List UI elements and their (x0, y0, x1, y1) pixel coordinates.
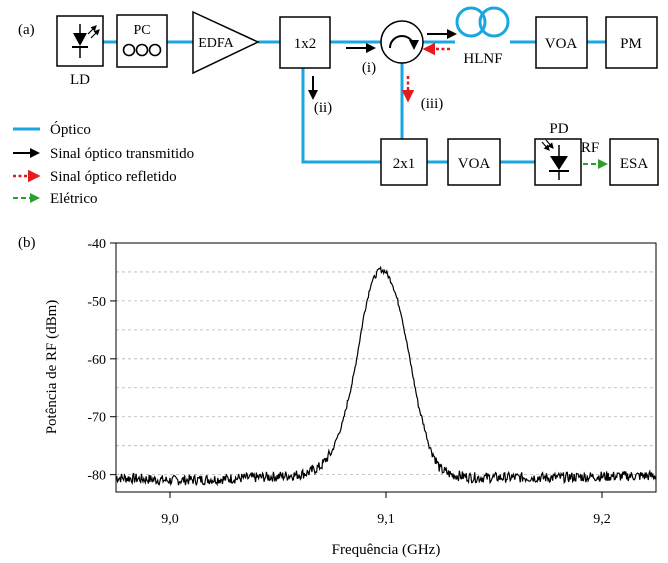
port-i-label: (i) (362, 60, 376, 76)
hlnf-label: HLNF (463, 51, 502, 67)
coupler-block: 2x1 (380, 138, 428, 186)
x-axis-title: Frequência (GHz) (332, 542, 441, 558)
hlnf-block: HLNF (455, 6, 510, 67)
panel-a-label: (a) (18, 22, 35, 38)
voa-top-label: VOA (545, 36, 578, 52)
optical-fibers (103, 40, 606, 164)
diode-icon (73, 33, 87, 46)
pm-label: PM (620, 36, 642, 52)
legend-label-transmitted: Sinal óptico transmitido (50, 146, 194, 162)
port-iii-label: (iii) (421, 96, 444, 112)
y-axis: -40 -50 -60 -70 -80 (87, 237, 116, 484)
y-tick-label: -40 (87, 237, 106, 252)
x-tick-label: 9,2 (593, 512, 611, 527)
edfa-block: EDFA (192, 10, 260, 75)
spectrum-chart: (b) -40 -50 -60 -70 -80 9,0 9,1 9,2 Frequência… (18, 235, 657, 558)
y-tick-label: -60 (87, 353, 106, 368)
legend-label-reflected: Sinal óptico refletido (50, 169, 177, 185)
y-tick-label: -70 (87, 411, 106, 426)
x-tick-label: 9,0 (161, 512, 179, 527)
photodetector-block: PD (534, 121, 582, 186)
circulator-block (380, 20, 424, 64)
voa-bottom-block: VOA (447, 138, 501, 186)
setup-diagram: (a) LD PC (13, 6, 659, 207)
polarization-controller-block: PC (116, 14, 168, 68)
ld-label: LD (70, 72, 90, 88)
series-line (115, 265, 657, 487)
fiber-spool-icon (455, 6, 510, 38)
y-axis-title: Potência de RF (dBm) (44, 300, 60, 435)
x-tick-label: 9,1 (377, 512, 395, 527)
plot-frame (115, 242, 657, 493)
coupler-label: 2x1 (393, 156, 416, 172)
fiber-loops-icon (122, 43, 162, 57)
x-axis: 9,0 9,1 9,2 (161, 492, 611, 527)
y-tick-label: -50 (87, 295, 106, 310)
edfa-label: EDFA (198, 36, 234, 51)
panel-b-label: (b) (18, 235, 36, 251)
pd-label: PD (549, 121, 568, 137)
splitter-label: 1x2 (294, 36, 317, 52)
esa-label: ESA (620, 156, 649, 172)
photodiode-icon (550, 156, 568, 170)
legend: Óptico Sinal óptico transmitido Sinal óp… (13, 121, 194, 207)
y-tick-label: -80 (87, 469, 106, 484)
legend-label-optical: Óptico (50, 121, 91, 138)
chart-grid (116, 242, 656, 476)
esa-block: ESA (609, 138, 659, 186)
legend-label-electrical: Elétrico (50, 191, 97, 207)
pc-label: PC (133, 23, 150, 38)
splitter-block: 1x2 (279, 16, 331, 69)
voa-top-block: VOA (535, 16, 588, 69)
power-meter-block: PM (605, 16, 658, 69)
circulator-arrow-icon (389, 35, 419, 50)
rf-label: RF (581, 140, 599, 156)
port-ii-label: (ii) (314, 100, 332, 116)
voa-bottom-label: VOA (458, 156, 491, 172)
laser-diode-block: LD (56, 15, 104, 88)
